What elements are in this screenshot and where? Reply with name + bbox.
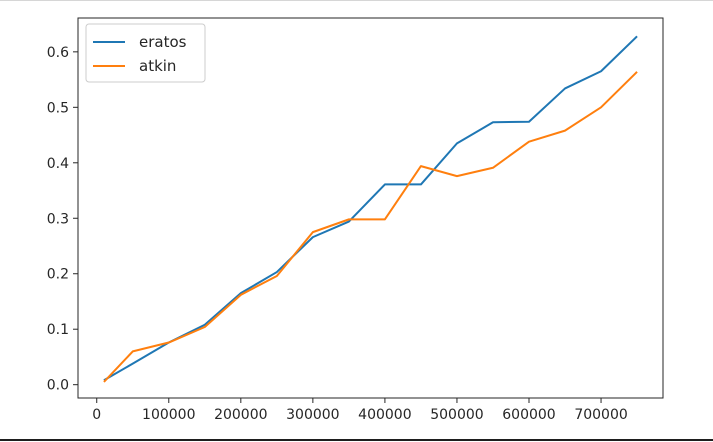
series-layer xyxy=(103,35,638,383)
series-line-eratos xyxy=(103,35,638,382)
x-tick-label: 400000 xyxy=(358,407,411,423)
x-tick-label: 100000 xyxy=(142,407,195,423)
y-tick-label: 0.0 xyxy=(47,378,69,394)
legend-box xyxy=(85,23,206,83)
x-axis: 0 100000 200000 300000 400000 500000 600000 700… xyxy=(92,398,628,423)
y-axis: 0.0 0.1 0.2 0.3 0.4 0.5 0.6 xyxy=(47,45,78,394)
legend: eratos atkin xyxy=(85,23,206,83)
x-tick-label: 200000 xyxy=(214,407,267,423)
legend-label-eratos: eratos xyxy=(139,33,187,51)
y-tick-label: 0.1 xyxy=(47,322,69,338)
y-tick-label: 0.6 xyxy=(47,45,69,61)
y-tick-label: 0.3 xyxy=(47,211,69,227)
series-line-atkin xyxy=(103,71,638,383)
x-tick-label: 600000 xyxy=(502,407,555,423)
x-tick-label: 700000 xyxy=(574,407,627,423)
x-tick-label: 500000 xyxy=(430,407,483,423)
x-tick-label: 300000 xyxy=(286,407,339,423)
y-tick-label: 0.5 xyxy=(47,100,69,116)
legend-label-atkin: atkin xyxy=(139,57,176,75)
y-tick-label: 0.2 xyxy=(47,267,69,283)
y-tick-label: 0.4 xyxy=(47,156,69,172)
plot-area xyxy=(77,17,664,399)
x-tick-label: 0 xyxy=(92,407,101,423)
